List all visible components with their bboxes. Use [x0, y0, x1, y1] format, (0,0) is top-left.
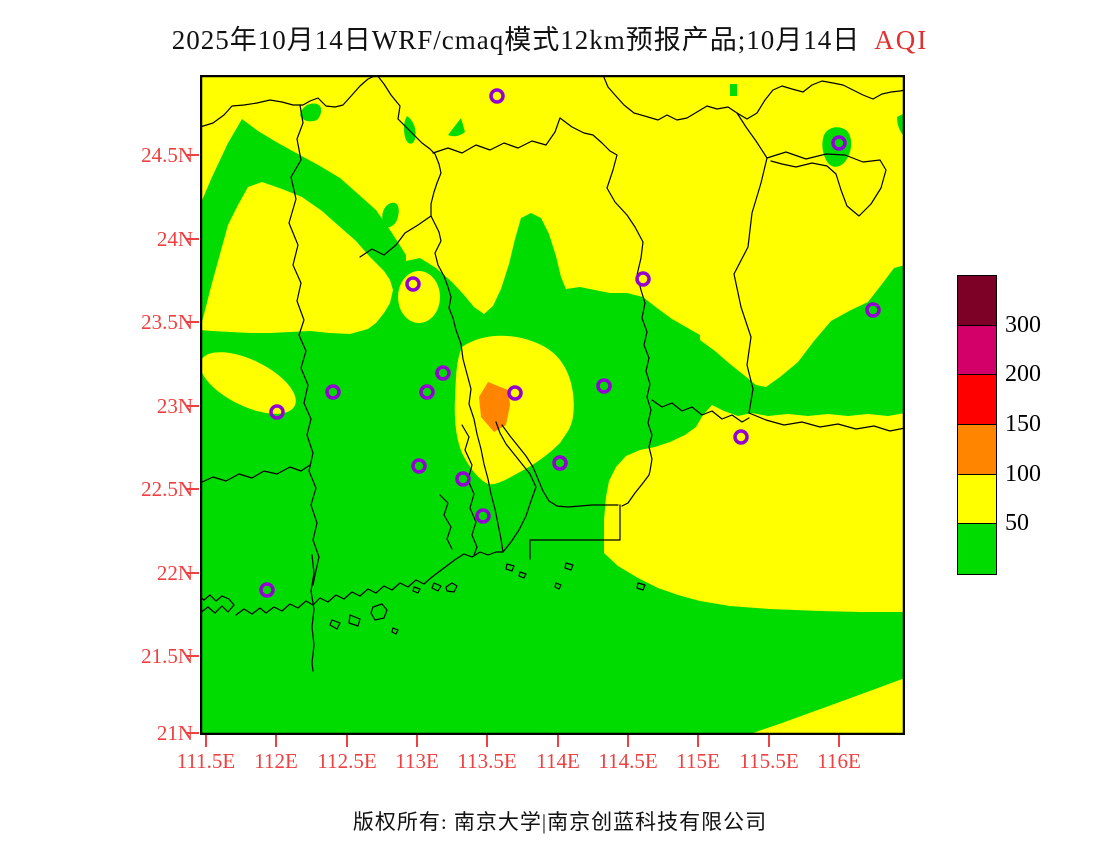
aqi-patch-good-1 [300, 103, 322, 122]
station-circle-marker [419, 384, 435, 400]
map-frame [200, 75, 905, 735]
aqi-region-moderate-tongue [200, 182, 393, 334]
lat-tick-label: 24.5N [141, 143, 193, 167]
lat-tick-mark [186, 732, 199, 734]
lon-tick-mark [697, 735, 699, 747]
colorbar-value-label: 300 [1005, 311, 1041, 338]
lon-tick-label: 111.5E [176, 749, 236, 773]
lat-tick-label: 22.5N [141, 477, 193, 501]
colorbar-value-label: 200 [1005, 361, 1041, 388]
station-circle-marker [325, 384, 341, 400]
lat-tick-label: 23N [156, 394, 193, 418]
aqi-colorbar [957, 275, 997, 575]
station-circle-marker [405, 276, 421, 292]
aqi-region-unhealthy-spot [479, 382, 510, 432]
lat-tick-label: 23.5N [141, 310, 193, 334]
lat-tick-mark [186, 572, 199, 574]
aqi-region-moderate-west-blob [200, 352, 296, 414]
station-circle-marker [411, 458, 427, 474]
aqi-region-moderate-pocket-nw [398, 271, 440, 323]
lat-tick-mark [186, 154, 199, 156]
station-circle-marker [831, 135, 847, 151]
lon-tick-mark [275, 735, 277, 747]
map-canvas [200, 75, 905, 735]
colorbar-value-label: 150 [1005, 411, 1041, 437]
lon-tick-mark [205, 735, 207, 747]
station-circle-marker [733, 429, 749, 445]
lat-tick-mark [186, 488, 199, 490]
lon-tick-mark [346, 735, 348, 747]
lon-tick-label: 114.5E [598, 749, 658, 773]
aqi-patch-good-7 [730, 84, 737, 96]
station-circle-marker [596, 378, 612, 394]
coastline [200, 421, 646, 635]
lon-tick-label: 115E [676, 749, 720, 773]
colorbar-cell [958, 524, 996, 574]
lon-tick-mark [768, 735, 770, 747]
station-circle-marker [865, 302, 881, 318]
colorbar-value-label: 100 [1005, 460, 1041, 487]
lon-tick-label: 112.5E [317, 749, 377, 773]
aqi-patch-good-3 [448, 118, 465, 137]
lon-tick-label: 116E [817, 749, 861, 773]
copyright-footer: 版权所有: 南京大学|南京创蓝科技有限公司 [352, 810, 768, 834]
title-variable-aqi: AQI [874, 25, 929, 55]
lon-tick-mark [838, 735, 840, 747]
lon-tick-label: 112E [254, 749, 298, 773]
station-circle-marker [259, 582, 275, 598]
station-circle-marker [269, 404, 285, 420]
station-circle-marker [455, 471, 471, 487]
station-circle-marker [552, 455, 568, 471]
lat-tick-label: 21N [156, 721, 193, 745]
colorbar-value-label: 50 [1005, 510, 1029, 537]
lon-tick-label: 115.5E [739, 749, 799, 773]
colorbar-cell [958, 325, 996, 376]
colorbar-cell [958, 474, 996, 525]
lon-tick-label: 113.5E [457, 749, 517, 773]
lon-tick-mark [486, 735, 488, 747]
lat-tick-mark [186, 238, 199, 240]
title-main: 2025年10月14日WRF/cmaq模式12km预报产品;10月14日 [171, 25, 861, 55]
aqi-forecast-map [200, 75, 905, 735]
colorbar-cell [958, 276, 996, 326]
lat-tick-label: 24N [156, 227, 193, 251]
lat-tick-mark [186, 321, 199, 323]
station-circle-marker [635, 271, 651, 287]
lon-tick-mark [416, 735, 418, 747]
lat-tick-label: 21.5N [141, 644, 193, 668]
aqi-patch-good-2 [403, 116, 416, 144]
lat-tick-mark [186, 655, 199, 657]
station-circle-marker [507, 385, 523, 401]
lon-tick-mark [627, 735, 629, 747]
lon-tick-mark [557, 735, 559, 747]
province-boundaries [200, 75, 905, 672]
lon-tick-label: 113E [395, 749, 439, 773]
lon-tick-label: 114E [536, 749, 580, 773]
aqi-patch-good-4 [382, 202, 399, 228]
station-circle-marker [435, 365, 451, 381]
lat-tick-mark [186, 405, 199, 407]
lat-tick-label: 22N [156, 561, 193, 585]
colorbar-cell [958, 375, 996, 425]
station-markers [259, 88, 881, 598]
colorbar-cell [958, 424, 996, 475]
station-circle-marker [489, 88, 505, 104]
page-title: 2025年10月14日WRF/cmaq模式12km预报产品;10月14日 AQI [150, 18, 950, 57]
station-circle-marker [475, 508, 491, 524]
aqi-region-moderate-pocket-central [454, 335, 574, 485]
